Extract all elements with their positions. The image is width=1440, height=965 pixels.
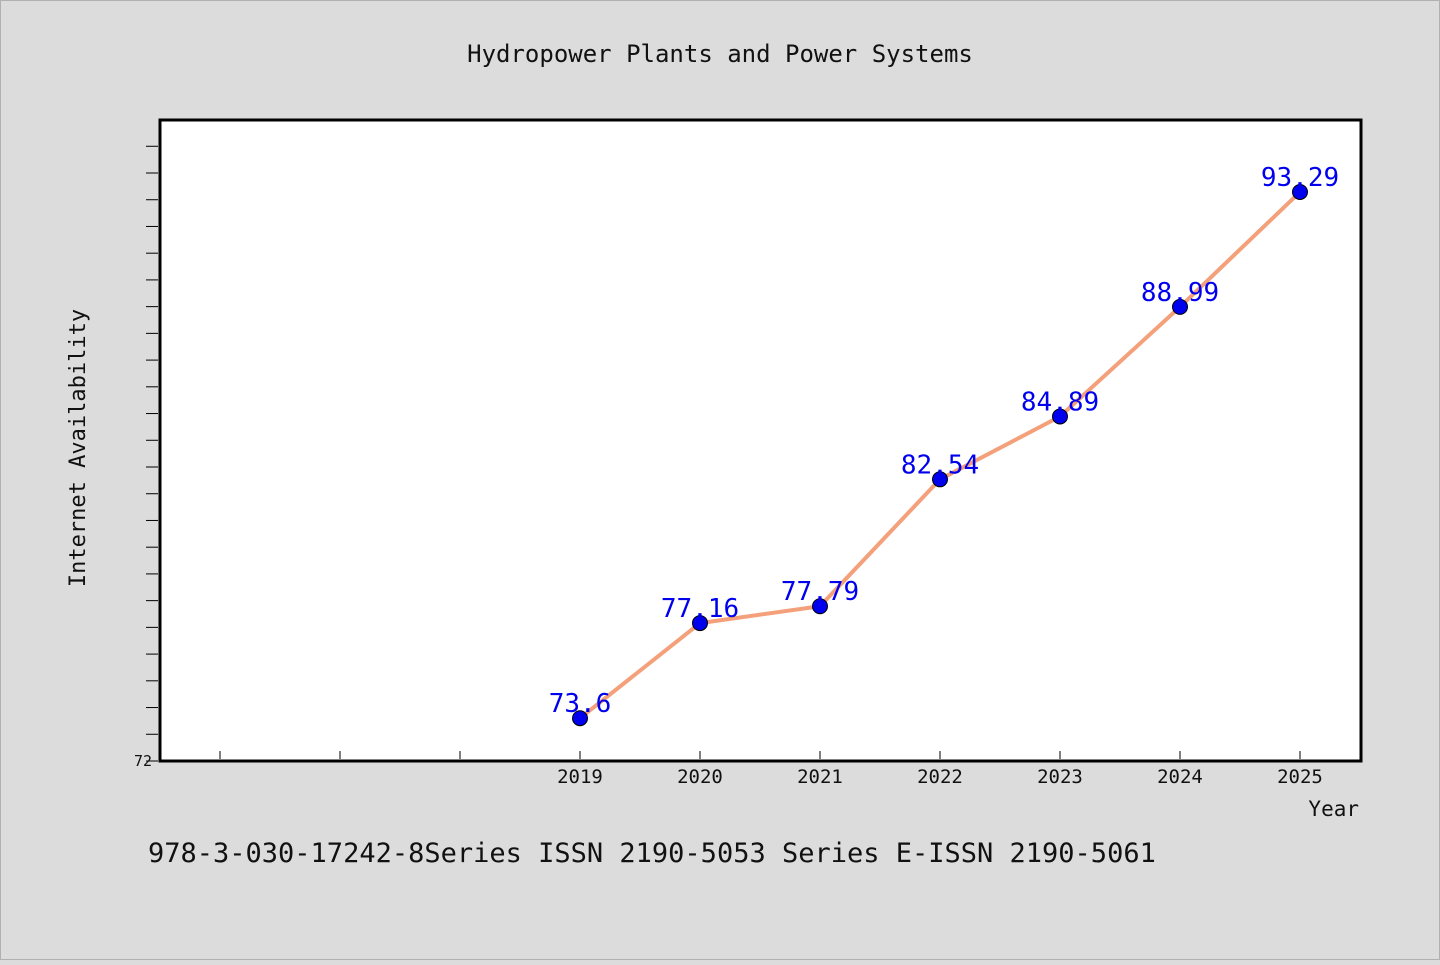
data-point bbox=[572, 710, 588, 727]
chart-title: Hydropower Plants and Power Systems bbox=[467, 40, 973, 68]
x-tick-label: 2020 bbox=[677, 766, 723, 788]
y-tick-label: 72 bbox=[134, 752, 152, 770]
x-tick-label: 2024 bbox=[1157, 766, 1203, 788]
x-axis-minor-ticks bbox=[219, 751, 461, 759]
data-point bbox=[1052, 408, 1068, 425]
data-label: 82.54 bbox=[901, 450, 979, 480]
plot-area bbox=[158, 118, 1363, 763]
x-axis-ticks: 2019 2020 2021 2022 2023 2024 2025 bbox=[557, 751, 1323, 788]
footer-text: 978-3-030-17242-8Series ISSN 2190-5053 S… bbox=[148, 838, 1156, 869]
x-tick-label: 2022 bbox=[917, 766, 963, 788]
data-label: 88.99 bbox=[1141, 278, 1219, 308]
series-layer: 73.6 77.16 77.79 82.54 84.89 88.99 93.29 bbox=[549, 163, 1339, 727]
data-point bbox=[692, 615, 708, 632]
x-tick-label: 2021 bbox=[797, 766, 843, 788]
data-label: 73.6 bbox=[549, 689, 612, 719]
y-axis-ticks: 72 bbox=[134, 145, 158, 770]
x-axis-label: Year bbox=[1308, 797, 1359, 821]
data-label: 84.89 bbox=[1021, 387, 1099, 417]
data-point bbox=[812, 598, 828, 615]
y-axis-label: Internet Availability bbox=[66, 309, 91, 587]
x-tick-label: 2025 bbox=[1277, 766, 1323, 788]
data-label: 77.79 bbox=[781, 577, 859, 607]
x-tick-label: 2023 bbox=[1037, 766, 1083, 788]
data-point bbox=[932, 471, 948, 488]
data-point bbox=[1292, 183, 1308, 200]
data-label: 77.16 bbox=[661, 594, 739, 624]
data-label: 93.29 bbox=[1261, 163, 1339, 193]
x-tick-label: 2019 bbox=[557, 766, 603, 788]
data-point bbox=[1172, 298, 1188, 315]
